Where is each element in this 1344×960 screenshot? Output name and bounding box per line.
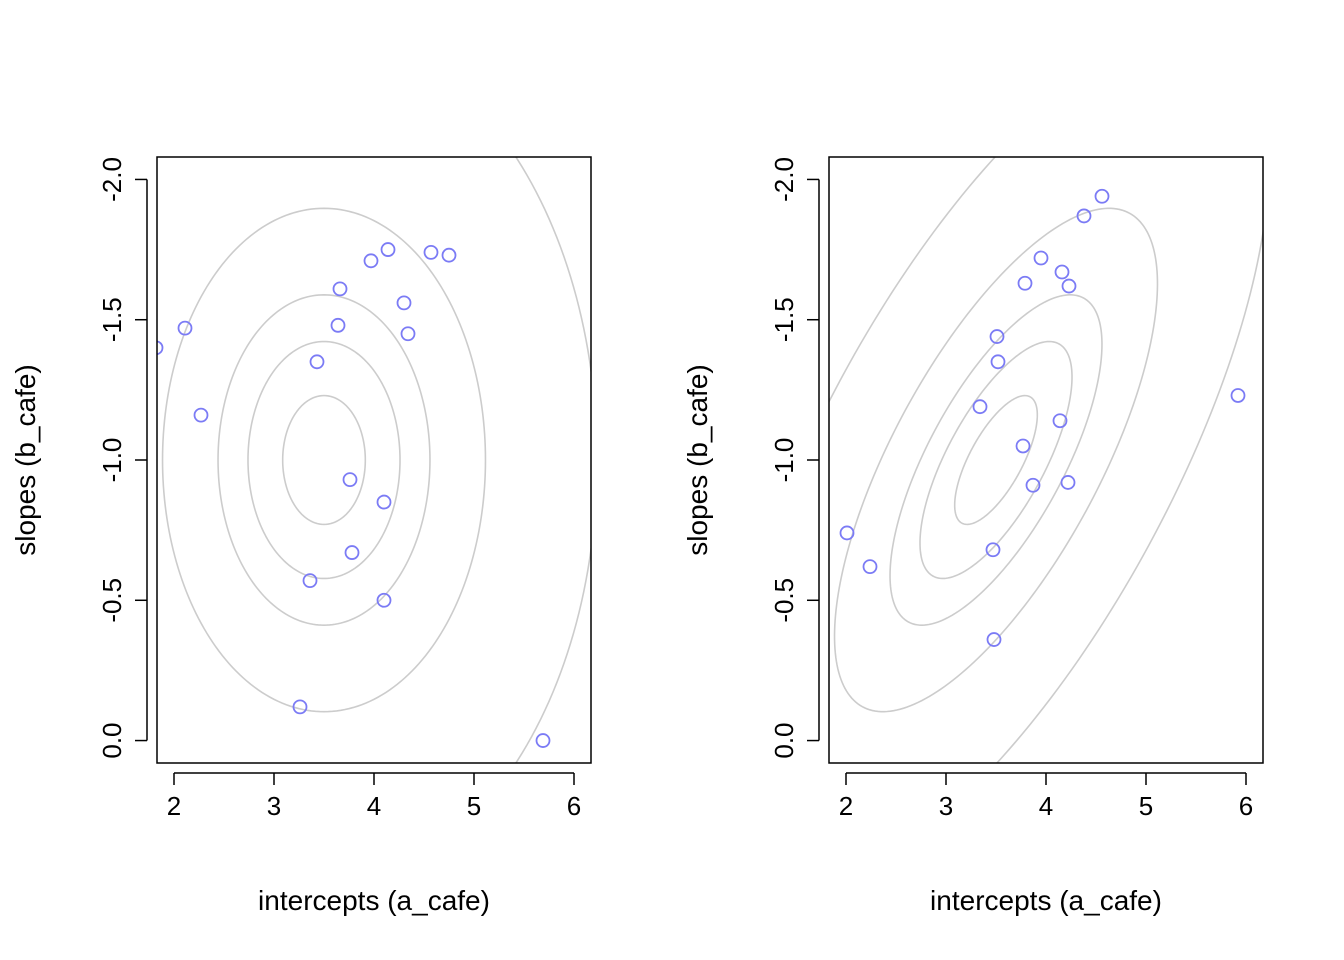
data-point xyxy=(1015,438,1031,454)
data-point xyxy=(1025,477,1041,493)
x-tick-label: 5 xyxy=(1139,791,1153,821)
data-point xyxy=(441,247,457,263)
contour-line xyxy=(161,207,487,713)
data-point xyxy=(292,699,308,715)
plot-area xyxy=(829,157,1263,763)
data-point xyxy=(423,244,439,260)
plot-area xyxy=(157,157,591,763)
contour-line xyxy=(919,340,1073,580)
scatter-panel-2: 2 3 4 5 6 intercepts (a_cafe) -2.0 -1.5 -1.0 -0.5… xyxy=(682,156,1264,916)
contour-line xyxy=(247,340,401,580)
x-tick-label: 3 xyxy=(267,791,281,821)
x-tick-label: 5 xyxy=(467,791,481,821)
data-point xyxy=(972,399,988,415)
y-tick-label: -2.0 xyxy=(769,157,799,202)
data-point xyxy=(332,281,348,297)
data-point xyxy=(376,494,392,510)
plot-frame xyxy=(828,156,1264,764)
data-point xyxy=(990,354,1006,370)
y-axis: -2.0 -1.5 -1.0 -0.5 0.0 xyxy=(769,157,820,759)
x-tick-label: 6 xyxy=(1239,791,1253,821)
data-point xyxy=(330,317,346,333)
data-point xyxy=(376,592,392,608)
data-point xyxy=(862,559,878,575)
data-point xyxy=(1033,250,1049,266)
data-point xyxy=(1094,188,1110,204)
y-tick-label: 0.0 xyxy=(769,722,799,758)
data-point xyxy=(177,320,193,336)
data-point xyxy=(400,326,416,342)
y-axis-label: slopes (b_cafe) xyxy=(10,364,41,555)
y-tick-label: -1.0 xyxy=(97,438,127,483)
y-tick-label: -2.0 xyxy=(97,157,127,202)
contour-line xyxy=(889,294,1103,626)
data-point xyxy=(1076,208,1092,224)
data-point xyxy=(535,733,551,748)
data-point xyxy=(157,340,164,356)
data-point xyxy=(193,407,209,423)
data-point xyxy=(1054,264,1070,280)
x-tick-label: 6 xyxy=(567,791,581,821)
y-tick-label: -1.0 xyxy=(769,438,799,483)
data-point xyxy=(1061,278,1077,294)
contour-line xyxy=(281,394,367,526)
x-axis: 2 3 4 5 6 xyxy=(839,772,1253,821)
contour-line xyxy=(833,207,1159,713)
data-point xyxy=(396,295,412,311)
contour-line xyxy=(829,157,1263,763)
y-tick-label: -1.5 xyxy=(97,297,127,342)
data-point xyxy=(986,632,1002,647)
data-point xyxy=(380,242,396,257)
data-point xyxy=(302,573,318,589)
scatter-panel-1: 2 3 4 5 6 intercepts (a_cafe) -2.0 -1.5 -1.0 -0.5… xyxy=(10,156,592,916)
data-point xyxy=(363,253,379,269)
x-axis-label: intercepts (a_cafe) xyxy=(258,885,490,916)
x-tick-label: 4 xyxy=(367,791,381,821)
contour-line xyxy=(953,394,1039,526)
data-point xyxy=(1060,475,1076,490)
contour-line xyxy=(217,294,431,626)
data-point xyxy=(1017,275,1033,291)
data-point xyxy=(989,329,1005,344)
data-point xyxy=(985,542,1001,558)
y-tick-label: -1.5 xyxy=(769,297,799,342)
y-tick-label: 0.0 xyxy=(97,722,127,758)
x-tick-label: 4 xyxy=(1039,791,1053,821)
x-tick-label: 3 xyxy=(939,791,953,821)
plot-frame xyxy=(156,156,592,764)
y-axis: -2.0 -1.5 -1.0 -0.5 0.0 xyxy=(97,157,148,759)
y-axis-label: slopes (b_cafe) xyxy=(682,364,713,555)
y-tick-label: -0.5 xyxy=(97,578,127,623)
data-point xyxy=(342,472,358,488)
contour-line xyxy=(514,157,591,763)
data-point xyxy=(839,525,855,541)
x-axis-label: intercepts (a_cafe) xyxy=(930,885,1162,916)
x-tick-label: 2 xyxy=(839,791,853,821)
data-point xyxy=(344,545,360,560)
data-point xyxy=(1052,413,1068,429)
data-point xyxy=(1230,388,1246,403)
x-axis: 2 3 4 5 6 xyxy=(167,772,581,821)
x-tick-label: 2 xyxy=(167,791,181,821)
y-tick-label: -0.5 xyxy=(769,578,799,623)
data-point xyxy=(309,354,325,370)
